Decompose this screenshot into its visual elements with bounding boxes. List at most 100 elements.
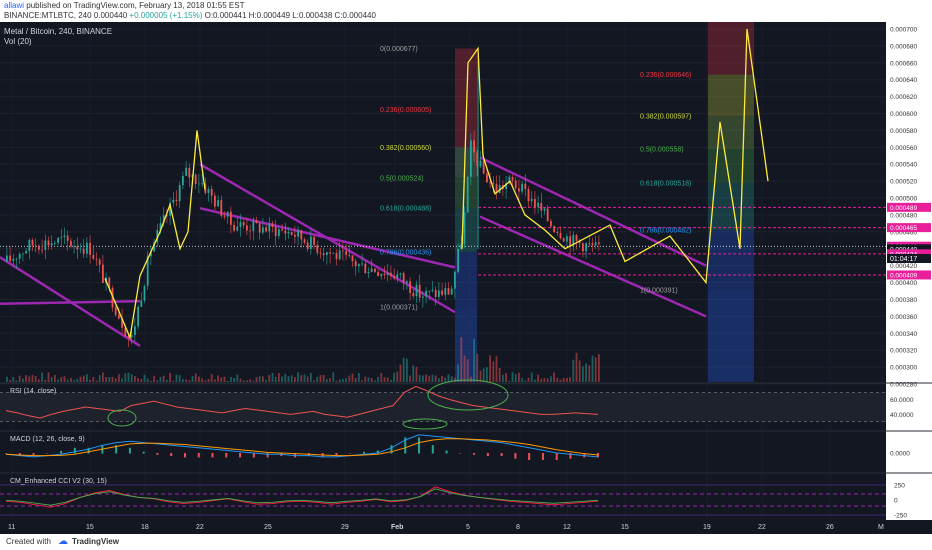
volume-bar — [438, 377, 440, 382]
volume-bar — [358, 372, 360, 382]
price-tag-box — [887, 223, 931, 233]
volume-bar — [486, 367, 488, 382]
candle-body — [230, 211, 232, 225]
candle-body — [450, 288, 453, 295]
volume-bar — [265, 379, 267, 382]
volume-bar — [521, 378, 523, 382]
macd-histogram-bar — [266, 453, 269, 458]
candle-body — [409, 281, 411, 293]
volume-bar — [242, 380, 245, 382]
fib-zone-right — [708, 116, 754, 150]
price-tick-label: 0.000400 — [890, 280, 917, 287]
rsi-title: RSI (14, close) — [10, 388, 56, 395]
volume-bar — [217, 375, 219, 382]
candle-body — [578, 240, 581, 244]
candle-body — [508, 176, 511, 184]
volume-bar — [92, 376, 95, 382]
macd-histogram-bar — [5, 453, 7, 454]
candle-body — [351, 255, 354, 262]
price-tick-label: 0.000340 — [890, 331, 917, 338]
volume-bar — [374, 380, 376, 382]
candle-body — [303, 239, 306, 243]
candle-body — [524, 183, 527, 190]
volume-bar — [111, 376, 114, 382]
fib-zone-left — [455, 252, 477, 308]
volume-bar — [214, 379, 216, 382]
fib-label-left: 0.236(0.000605) — [380, 107, 431, 114]
candle-body — [207, 188, 210, 193]
price-tick-label: 0.000280 — [890, 382, 917, 389]
macd-histogram-bar — [431, 445, 434, 454]
candle-body — [95, 258, 98, 260]
candle-body — [143, 285, 146, 301]
candle-body — [182, 175, 184, 186]
candle-body — [278, 229, 280, 237]
candle-body — [226, 211, 229, 217]
candle-body — [316, 245, 319, 253]
candle-body — [89, 242, 91, 256]
projection-path-past — [104, 130, 206, 340]
candle-body — [271, 223, 274, 227]
candle-body — [553, 226, 555, 232]
volume-bar — [444, 377, 447, 382]
candle-body — [463, 212, 466, 245]
volume-bar — [454, 377, 456, 382]
volume-bar — [364, 376, 367, 382]
candle-body — [466, 176, 469, 213]
candle-body — [306, 242, 309, 249]
volume-bar — [252, 380, 255, 382]
candle-body — [239, 222, 242, 227]
footer-label: Created with — [6, 537, 51, 546]
countdown-label: 01:04:17 — [890, 256, 917, 263]
time-tick-label: 8 — [516, 524, 520, 531]
volume-bar — [540, 378, 543, 382]
volume-bar — [492, 361, 495, 382]
candle-body — [454, 271, 456, 289]
volume-bar — [70, 377, 72, 382]
volume-bar — [114, 378, 117, 382]
fib-label-right: 0.618(0.000518) — [640, 180, 691, 187]
time-axis: 11 15 18 22 25 29 Feb 5 8 12 15 19 22 26 M — [0, 520, 932, 534]
candle-body — [150, 251, 152, 257]
volume-bar — [377, 376, 379, 382]
volume-bar — [102, 372, 104, 382]
cci-title: CM_Enhanced CCI V2 (30, 15) — [10, 478, 107, 485]
macd-histogram-bar — [376, 450, 379, 454]
volume-bar — [108, 377, 111, 382]
price-tag-label: 0.000465 — [890, 225, 917, 232]
rsi-pane: 60.0000 40.0000 — [0, 379, 914, 430]
volume-bar — [578, 360, 581, 382]
candle-body — [28, 239, 31, 251]
ohlc-line: BINANCE:MTLBTC, 240 0.000440 +0.000005 (… — [4, 11, 376, 20]
fib-label-right: 0.236(0.000646) — [640, 72, 691, 79]
volume-bar — [550, 376, 552, 382]
volume-bar — [130, 374, 133, 382]
trading-chart[interactable]: 0(0.000677) 0.236(0.000605) 0.382(0.000560… — [0, 22, 932, 534]
candle-body — [134, 326, 136, 335]
candle-body — [319, 252, 322, 254]
candle-body — [284, 230, 287, 234]
candle-body — [175, 199, 178, 202]
macd-tick-label: 0.0000 — [890, 451, 910, 458]
volume-bar — [143, 374, 146, 382]
macd-histogram-bar — [597, 453, 599, 458]
volume-bar — [361, 380, 363, 382]
volume-bar — [406, 358, 408, 382]
author-link[interactable]: allawi — [4, 1, 25, 10]
candle-body — [6, 255, 8, 262]
candle-body — [598, 242, 600, 244]
volume-bar — [220, 377, 223, 382]
macd-histogram-bar — [349, 453, 352, 454]
candle-body — [146, 256, 149, 286]
candle-body — [265, 227, 267, 232]
candle-body — [540, 202, 543, 211]
candle-body — [169, 202, 171, 216]
macd-histogram-bar — [239, 453, 242, 458]
candle-body — [236, 226, 239, 231]
volume-bar — [559, 379, 562, 382]
candle-body — [137, 306, 139, 327]
candle-body — [322, 253, 325, 256]
volume-bar — [22, 378, 24, 382]
candle-body — [63, 235, 66, 238]
macd-histogram-bar — [569, 453, 572, 459]
